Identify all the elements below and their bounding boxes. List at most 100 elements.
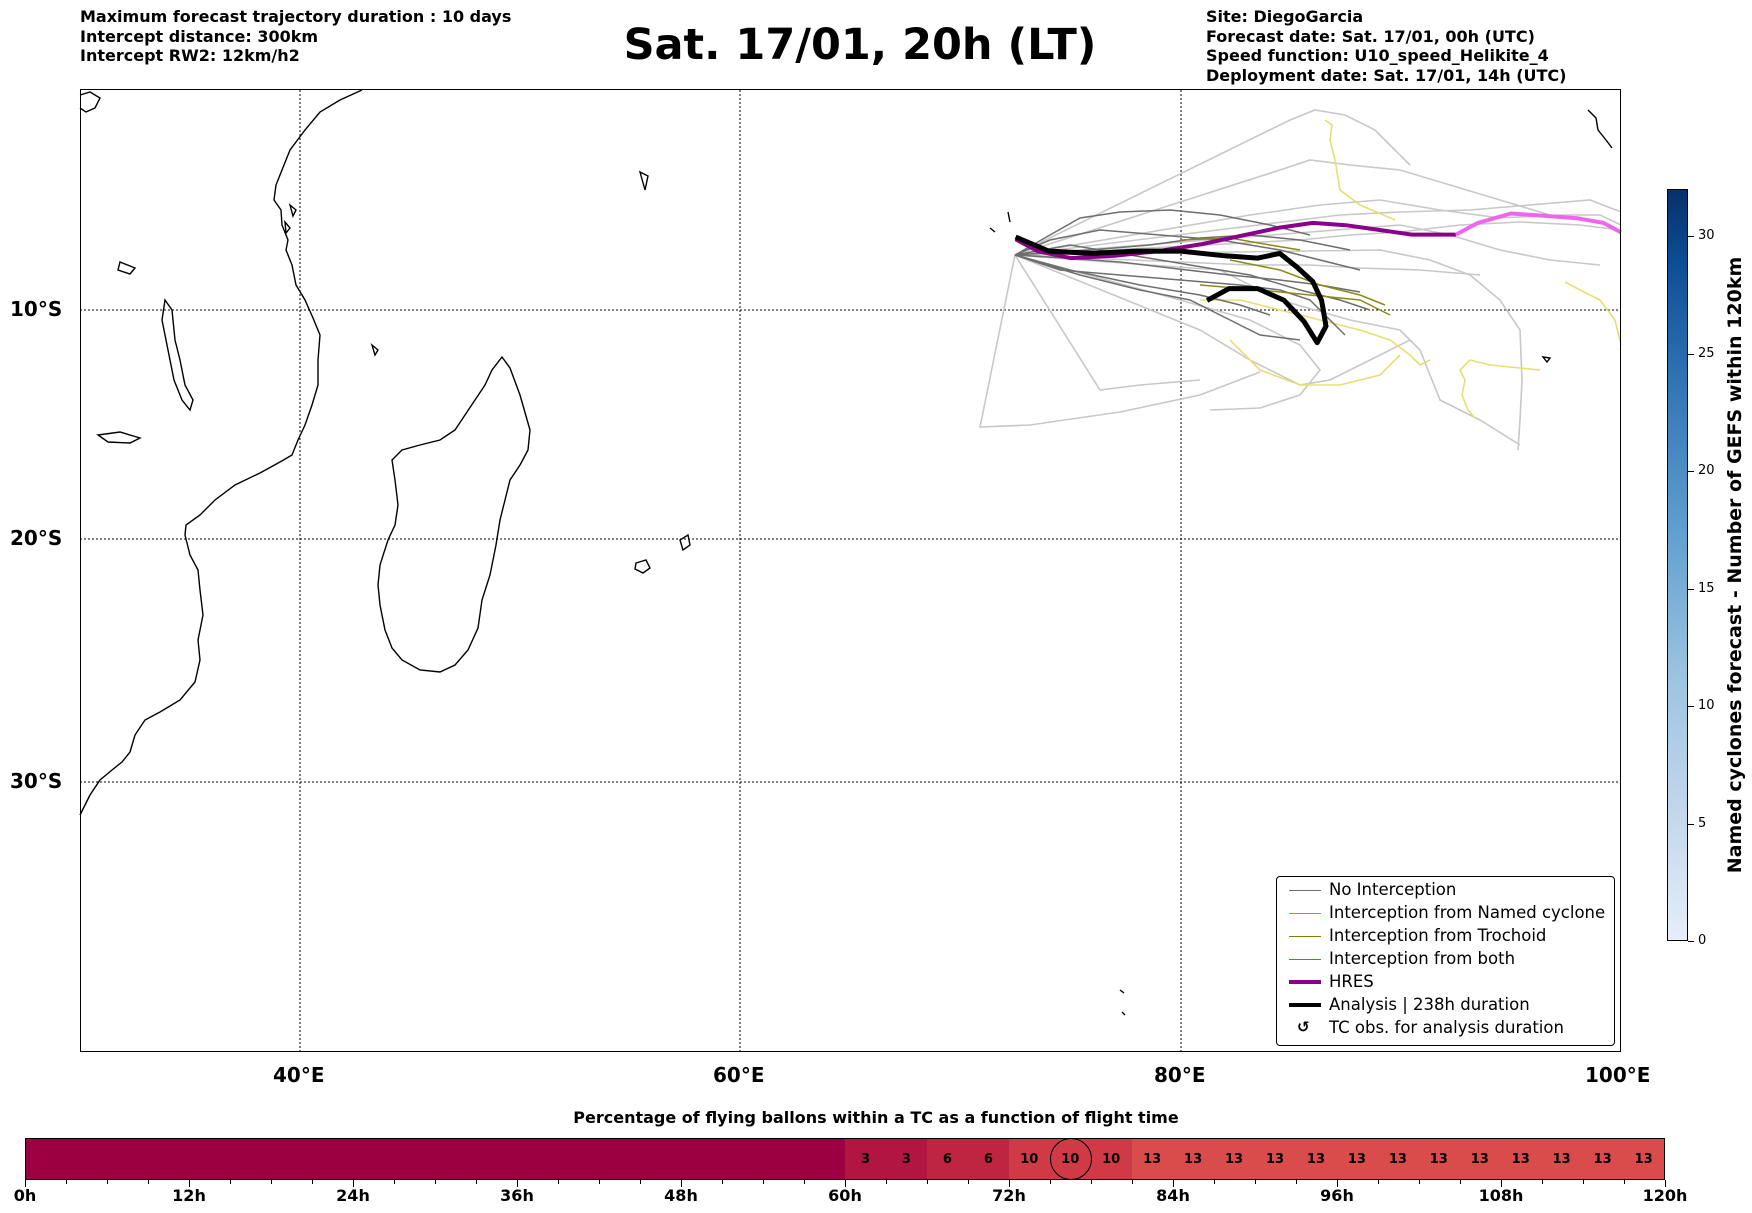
legend-label: Interception from Named cyclone [1329, 903, 1606, 922]
legend-swatch [1289, 959, 1321, 960]
timebar-tick [1214, 1180, 1215, 1184]
ensemble-track-light [1014, 254, 1481, 276]
ensemble-track-light [1014, 249, 1523, 451]
timebar: 3 3 6 6 10 10 10 13 13 13 13 13 13 13 13 13 13 13 13 13 [25, 1138, 1665, 1180]
africa-coastline [79, 89, 363, 816]
series-line-hres [1014, 220, 1456, 261]
timebar-tick [681, 1180, 682, 1187]
island-socotra [117, 261, 137, 275]
yellow-track [1324, 119, 1396, 221]
timebar-tick [1542, 1180, 1543, 1184]
ensemble-track-light [1014, 199, 1622, 256]
timebar-cell: 13 [1213, 1139, 1255, 1179]
timebar-tick [66, 1180, 67, 1184]
timebar-tick [1665, 1180, 1666, 1187]
no-interception-track [1014, 209, 1311, 256]
max-duration-text: Maximum forecast trajectory duration : 1… [80, 7, 512, 26]
yellow-track [1564, 281, 1622, 346]
colorbar-label: Named cyclones forecast - Number of GEFS… [1724, 256, 1746, 874]
timebar-tick [1583, 1180, 1584, 1184]
trochoid-track [1229, 259, 1386, 306]
run-settings: Maximum forecast trajectory duration : 1… [80, 7, 511, 66]
colorbar-tick [1688, 706, 1694, 707]
timebar-cell: 3 [845, 1139, 886, 1179]
colorbar-tick [1688, 941, 1694, 942]
colorbar-tick-label: 0 [1698, 933, 1707, 948]
main-series [1014, 211, 1622, 346]
island-north [1587, 109, 1613, 149]
timebar-tick [804, 1180, 805, 1184]
timebar-tick [353, 1180, 354, 1187]
no-interception-track [1014, 234, 1351, 256]
legend-swatch [1289, 890, 1321, 891]
timebar-tick-label: 120h [1642, 1186, 1688, 1205]
legend-item-hres: HRES [1277, 971, 1616, 994]
colorbar-tick-label: 25 [1698, 345, 1715, 361]
island-mauritius [679, 533, 691, 552]
colorbar-tick-label: 10 [1698, 698, 1715, 713]
timebar-tick-label: 108h [1478, 1186, 1524, 1205]
intercept-distance-text: Intercept distance: 300km [80, 26, 319, 46]
timebar-cell: 6 [926, 1139, 968, 1179]
no-interception-track [1014, 254, 1301, 341]
timebar-tick [1460, 1180, 1461, 1184]
legend-item-analysis: Analysis | 238h duration [1277, 994, 1616, 1017]
deployment-date-text: Deployment date: Sat. 17/01, 14h (UTC) [1206, 65, 1567, 85]
ensemble-track-light [979, 254, 1261, 428]
coastlines [79, 89, 1613, 1016]
colorbar [1667, 189, 1688, 941]
timebar-tick [1050, 1180, 1051, 1184]
timebar-cell: 13 [1623, 1139, 1665, 1179]
chart-title: Sat. 17/01, 20h (LT) [623, 20, 1097, 70]
timebar-cell: 13 [1131, 1139, 1173, 1179]
timebar-tick [1624, 1180, 1625, 1184]
timebar-tick [1501, 1180, 1502, 1187]
island-comoros [370, 342, 379, 357]
tc-obs-icon: ↺ [1297, 1018, 1310, 1036]
timebar-cell: 13 [1459, 1139, 1501, 1179]
ensemble-track-light [1014, 159, 1551, 256]
timebar-tick [107, 1180, 108, 1184]
ensemble-tracks-yellow [1200, 119, 1622, 419]
timebar-cell: 13 [1418, 1139, 1460, 1179]
timebar-tick [558, 1180, 559, 1184]
timebar-cell: 13 [1582, 1139, 1624, 1179]
no-interception-track [1014, 254, 1271, 316]
colorbar-tick [1688, 353, 1694, 355]
timebar-cell: 13 [1172, 1139, 1214, 1179]
y-tick-20S: 20°S [10, 526, 63, 550]
yellow-track [1229, 339, 1401, 386]
timebar-tick [722, 1180, 723, 1184]
colorbar-tick [1688, 236, 1694, 237]
current-time-marker [1049, 1138, 1092, 1180]
lake-small-outline [96, 431, 142, 444]
colorbar-tick-label: 15 [1698, 580, 1715, 596]
colorbar-tick [1688, 471, 1694, 472]
island-seychelles [638, 170, 649, 191]
timebar-tick [435, 1180, 436, 1184]
timebar-cell: 13 [1336, 1139, 1378, 1179]
island-chagos [989, 211, 1011, 233]
legend-swatch [1289, 936, 1321, 937]
series-line-hres-extension [1454, 211, 1622, 237]
y-tick-30S: 30°S [10, 769, 63, 793]
timebar-tick [1378, 1180, 1379, 1184]
timebar-cell: 13 [1500, 1139, 1542, 1179]
ensemble-track-light [1014, 254, 1201, 391]
speed-function-text: Speed function: U10_speed_Helikite_4 [1206, 46, 1549, 65]
timebar-tick [1132, 1180, 1133, 1184]
colorbar-tick-label: 20 [1698, 463, 1715, 478]
colorbar-tick-label: 30 [1698, 228, 1715, 243]
timebar-tick [394, 1180, 395, 1184]
y-tick-10S: 10°S [10, 297, 63, 321]
timebar-tick-label: 84h [1156, 1186, 1190, 1205]
timebar-tick [1009, 1180, 1010, 1187]
timebar-tick [845, 1180, 846, 1187]
timebar-cell: 13 [1377, 1139, 1419, 1179]
timebar-cell: 13 [1295, 1139, 1337, 1179]
timebar-cell: 10 [1008, 1139, 1050, 1179]
timebar-tick-label: 72h [992, 1186, 1026, 1205]
madagascar-outline [377, 355, 531, 673]
legend-item-no-interception: No Interception [1277, 879, 1616, 902]
no-interception-track [1014, 244, 1371, 311]
